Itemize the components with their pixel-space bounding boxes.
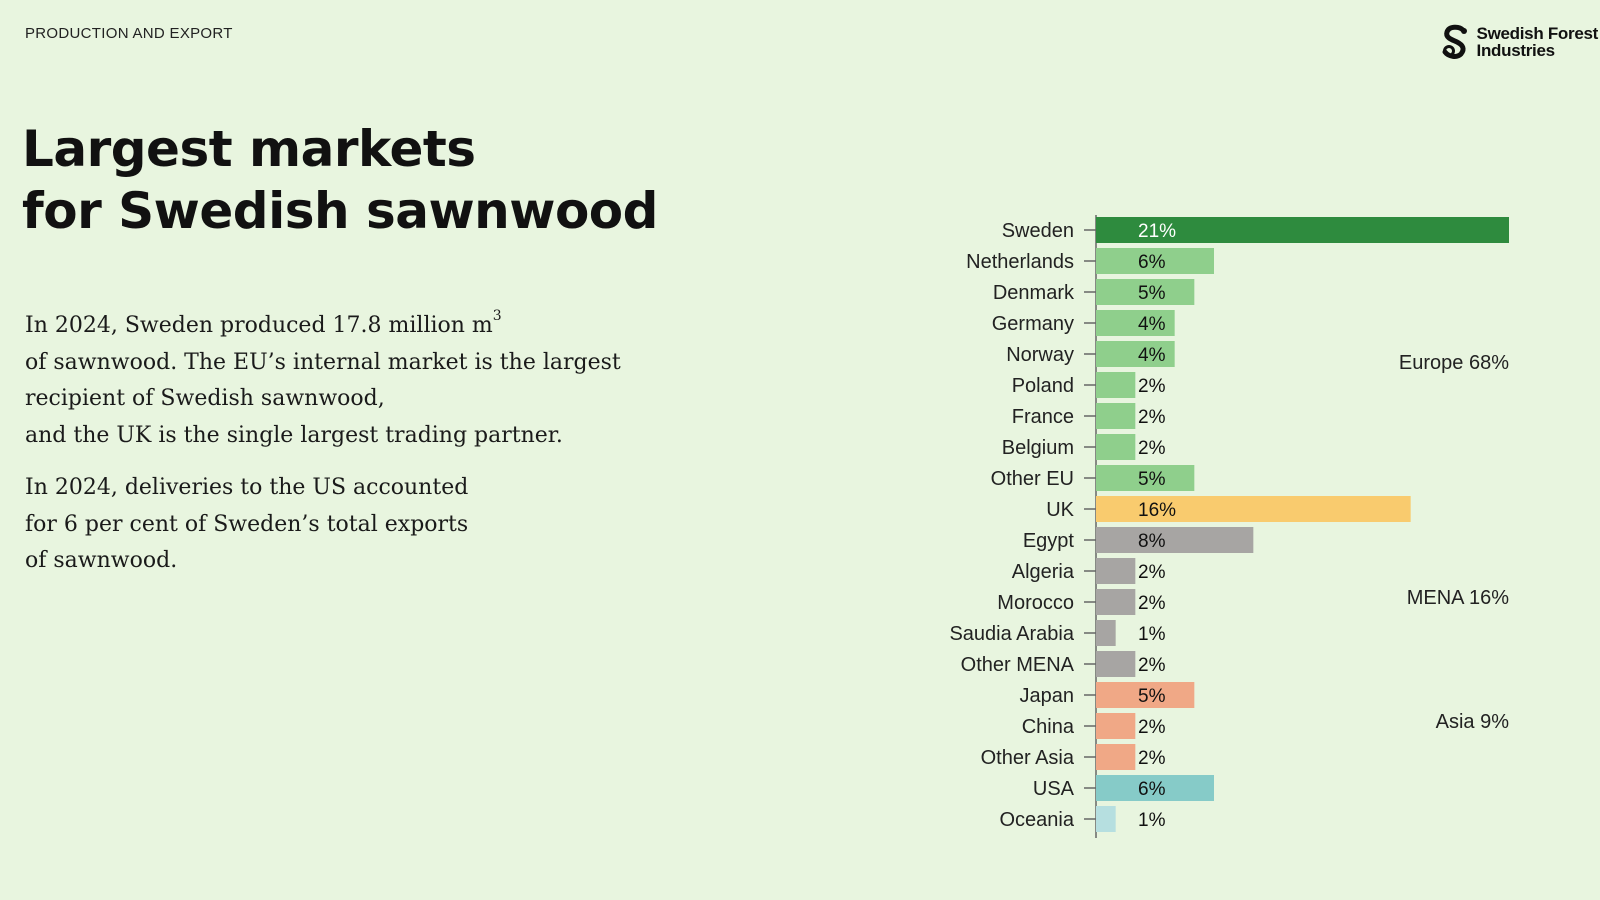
bar-france bbox=[1096, 403, 1136, 429]
value-label: 6% bbox=[1138, 252, 1166, 273]
value-label: 16% bbox=[1138, 500, 1176, 521]
bar-netherlands bbox=[1096, 248, 1214, 274]
value-label: 2% bbox=[1138, 717, 1166, 738]
category-label: Oceania bbox=[1000, 809, 1075, 831]
paragraph-line: In 2024, Sweden produced 17.8 million m3 bbox=[25, 307, 502, 338]
value-label: 5% bbox=[1138, 686, 1166, 707]
category-label: Algeria bbox=[1012, 561, 1075, 583]
bar-norway bbox=[1096, 341, 1175, 367]
value-label: 21% bbox=[1138, 221, 1176, 242]
value-label: 2% bbox=[1138, 655, 1166, 676]
bar-other-asia bbox=[1096, 744, 1136, 770]
superscript-3: 3 bbox=[492, 307, 502, 324]
bar-japan bbox=[1096, 682, 1195, 708]
body-text: In 2024, Sweden produced 17.8 million m3… bbox=[25, 308, 685, 596]
value-label: 5% bbox=[1138, 283, 1166, 304]
paragraph-line: of sawnwood. bbox=[25, 548, 178, 573]
page-title-line2: for Swedish sawnwood bbox=[22, 182, 658, 240]
logo-text-line1: Swedish Forest bbox=[1476, 24, 1599, 43]
category-label: France bbox=[1012, 406, 1074, 428]
category-label: Other MENA bbox=[961, 654, 1075, 676]
category-label: UK bbox=[1046, 499, 1074, 521]
bar-denmark bbox=[1096, 279, 1195, 305]
page-title-line1: Largest markets bbox=[22, 120, 476, 178]
swedish-forest-industries-logo: Swedish Forest Industries bbox=[1439, 24, 1598, 60]
value-label: 6% bbox=[1138, 779, 1166, 800]
value-label: 2% bbox=[1138, 593, 1166, 614]
category-label: Netherlands bbox=[966, 251, 1074, 273]
bar-other-mena bbox=[1096, 651, 1136, 677]
bar-oceania bbox=[1096, 806, 1116, 832]
value-label: 4% bbox=[1138, 345, 1166, 366]
category-label: Poland bbox=[1012, 375, 1074, 397]
group-label: Europe 68% bbox=[1399, 352, 1509, 374]
value-label: 2% bbox=[1138, 562, 1166, 583]
bar-uk bbox=[1096, 496, 1411, 522]
value-label: 2% bbox=[1138, 407, 1166, 428]
value-label: 4% bbox=[1138, 314, 1166, 335]
category-label: Belgium bbox=[1002, 437, 1074, 459]
bar-other-eu bbox=[1096, 465, 1195, 491]
value-label: 1% bbox=[1138, 810, 1166, 831]
paragraph-line: and the UK is the single largest trading… bbox=[25, 422, 563, 448]
bar-china bbox=[1096, 713, 1136, 739]
page-title: Largest markets for Swedish sawnwood bbox=[22, 118, 658, 242]
paragraph-usa: In 2024, deliveries to the US accounted … bbox=[25, 470, 685, 580]
category-label: Morocco bbox=[997, 592, 1074, 614]
category-label: Japan bbox=[1020, 685, 1075, 707]
category-label: China bbox=[1022, 716, 1075, 738]
value-label: 2% bbox=[1138, 376, 1166, 397]
category-label: USA bbox=[1033, 778, 1075, 800]
paragraph-line: In 2024, deliveries to the US accounted bbox=[25, 475, 469, 500]
logo-text-line2: Industries bbox=[1476, 41, 1556, 60]
group-label: MENA 16% bbox=[1407, 587, 1509, 609]
paragraph-production: In 2024, Sweden produced 17.8 million m3… bbox=[25, 308, 685, 454]
bar-saudia-arabia bbox=[1096, 620, 1116, 646]
bar-belgium bbox=[1096, 434, 1136, 460]
paragraph-line: recipient of Swedish sawnwood, bbox=[25, 386, 385, 411]
bar-morocco bbox=[1096, 589, 1136, 615]
bar-sweden bbox=[1096, 217, 1509, 243]
group-label: Asia 9% bbox=[1436, 711, 1510, 733]
section-label: PRODUCTION AND EXPORT bbox=[25, 25, 233, 42]
logo-s-icon bbox=[1442, 24, 1467, 59]
bar-egypt bbox=[1096, 527, 1254, 553]
paragraph-line: for 6 per cent of Sweden’s total exports bbox=[25, 511, 469, 537]
bar-germany bbox=[1096, 310, 1175, 336]
category-label: Egypt bbox=[1023, 530, 1075, 552]
value-label: 5% bbox=[1138, 469, 1166, 490]
category-label: Other EU bbox=[991, 468, 1074, 490]
value-label: 1% bbox=[1138, 624, 1166, 645]
category-label: Other Asia bbox=[981, 747, 1075, 769]
value-label: 2% bbox=[1138, 438, 1166, 459]
category-label: Sweden bbox=[1002, 220, 1074, 242]
value-label: 8% bbox=[1138, 531, 1166, 552]
category-label: Norway bbox=[1006, 344, 1074, 366]
bar-poland bbox=[1096, 372, 1136, 398]
category-label: Denmark bbox=[993, 282, 1075, 304]
category-label: Germany bbox=[992, 313, 1074, 335]
value-label: 2% bbox=[1138, 748, 1166, 769]
bar-usa bbox=[1096, 775, 1214, 801]
bar-algeria bbox=[1096, 558, 1136, 584]
category-label: Saudia Arabia bbox=[949, 623, 1074, 645]
paragraph-line: of sawnwood. The EU’s internal market is… bbox=[25, 349, 621, 375]
